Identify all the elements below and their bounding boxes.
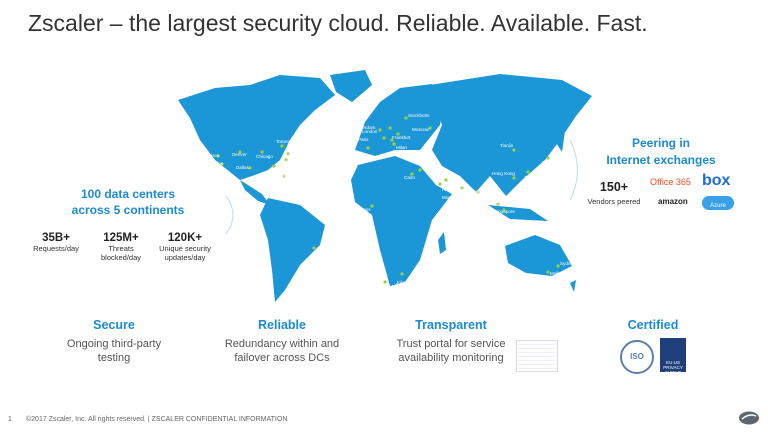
trust-portal-thumbnail [516,340,558,372]
city-label: Washington, DC [284,159,318,164]
stat-value: 35B+ [42,232,70,244]
peering-heading: Peering in Internet exchanges [596,135,726,169]
city-label: Abu Dhabi [442,187,463,192]
city-label: Tianjin [500,143,514,148]
pillar: Certified [600,318,706,332]
peering-value: 150+ [599,180,629,194]
logo-box: box [702,172,731,189]
city-label: Frankfurt [392,135,411,140]
pillar-title: Reliable [258,318,306,332]
city-label: Sao Paulo [318,246,340,251]
city-label: Dallas [236,165,249,170]
city-label: Taipei [524,175,536,180]
stat: 125M+ Threats blocked/day [96,232,146,262]
city-label: Stockholm [408,113,430,118]
city-label: Johannesburg [396,280,426,285]
privacy-shield-badge: EU-US PRIVACY SHIELD [660,338,686,375]
city-label: Melbourne [550,271,572,276]
city-label: Miami [282,173,294,178]
city-label: Chicago [256,154,273,159]
stat-label: Unique security updates/day [159,244,211,262]
city-label: Amsterdam [352,125,376,130]
datacenters-heading: 100 data centers across 5 continents [58,186,198,218]
city-label: Hong Kong [492,171,515,176]
pillar: Reliable Redundancy within and failover … [222,318,342,365]
city-label: Lagos [358,207,371,212]
city-label: Sydney [560,261,576,266]
city-label: Mumbai [442,195,458,200]
peering-label: Vendors peered [587,197,641,206]
city-label: Denver [232,152,247,157]
continents [178,70,592,302]
city-label: Madrid [348,151,362,156]
bracket-right [569,139,579,201]
iso-badge: ISO [620,340,654,374]
heading-line: Peering in [631,136,690,150]
pillar-text: Ongoing third-party testing [66,338,162,364]
city-label: Moscow [412,127,430,132]
copyright: ©2017 Zscaler, Inc. All rights reserved.… [26,416,288,423]
city-label: Paris [358,137,369,142]
heading-line: across 5 continents [71,203,185,217]
pillar: Transparent Trust portal for service ava… [388,318,514,365]
stat: 35B+ Requests/day [32,232,80,253]
logo-amazon: amazon [658,197,688,206]
city-label: Milan [396,145,407,150]
stat-value: 125M+ [103,232,139,244]
city-label: London [362,129,378,134]
pillar-text: Trust portal for service availability mo… [396,338,506,364]
city-label: Atlanta [276,166,291,171]
bracket-left [225,195,234,235]
logo-office365: Office 365 [650,177,691,187]
city-label: Los Angeles [198,161,224,166]
stat-label: Threats blocked/day [100,244,142,262]
city-label: Istanbul [422,165,438,170]
city-label: Cape Town [368,288,391,293]
stat: 120K+ Unique security updates/day [152,232,218,262]
heading-line: Internet exchanges [606,153,716,167]
city-label: Singapore [494,209,515,214]
pillar: Secure Ongoing third-party testing [60,318,168,365]
pillar-title: Certified [627,318,679,332]
city-label: San Francisco [190,153,220,158]
zscaler-logo [739,411,759,425]
slide-title: Zscaler – the largest security cloud. Re… [28,10,648,36]
city-label: Chennai [470,189,487,194]
logo-azure: Azure [702,196,734,210]
pillar-title: Transparent [415,318,487,332]
data-center-dots [216,116,560,284]
pillar-title: Secure [93,318,135,332]
heading-line: 100 data centers [80,187,176,201]
city-label: Tokyo [542,160,554,165]
city-label: Kuala Lumpur [484,200,513,205]
city-label: Cairo [404,175,415,180]
stat-label: Requests/day [33,244,79,253]
city-label: Dubai [448,177,460,182]
city-label: Toronto [276,139,292,144]
pillar-text: Redundancy within and failover across DC… [224,338,340,364]
page-number: 1 [8,416,12,423]
stat-value: 120K+ [167,232,203,244]
city-label: New York [286,153,306,158]
city-labels: San Francisco Los Angeles Denver Chicago… [190,113,576,293]
